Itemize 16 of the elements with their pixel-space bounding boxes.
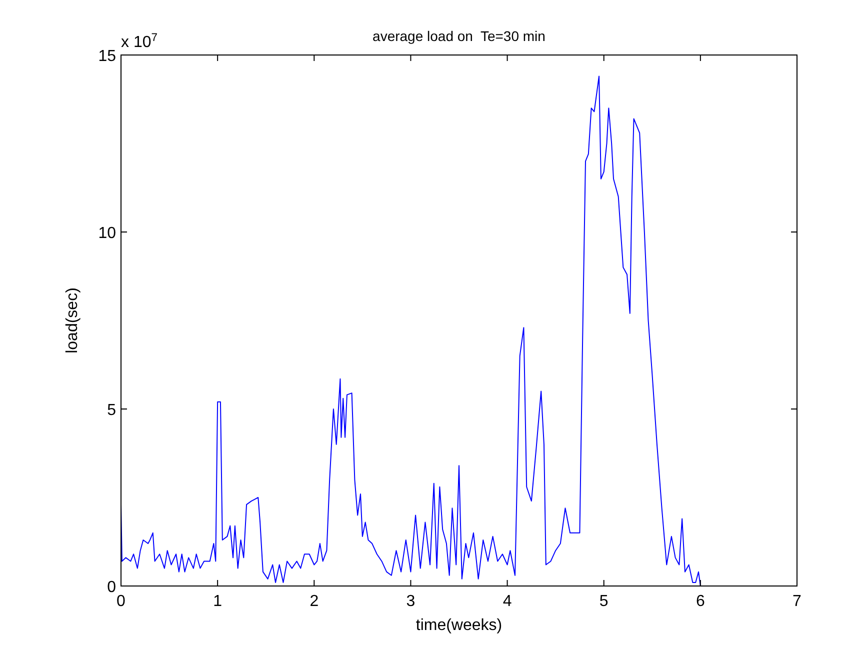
x-tick-label: 6 (696, 593, 705, 610)
x-axis-title: time(weeks) (416, 617, 502, 634)
line-series (120, 76, 701, 586)
y-tick-label: 10 (98, 225, 116, 242)
chart-title: average load on Te=30 min (372, 28, 546, 44)
y-tick-label: 15 (98, 48, 116, 65)
x-tick-label: 1 (213, 593, 222, 610)
y-tick-label: 0 (107, 579, 116, 596)
x-tick-label: 3 (406, 593, 416, 610)
text: x 10$^{7}$ (121, 32, 158, 51)
x-tick-label: 4 (502, 593, 512, 610)
y-axis-title: load(sec) (64, 288, 81, 354)
x-tick-label: 2 (310, 593, 319, 610)
y-tick-label: 5 (107, 402, 116, 419)
x-tick-label: 5 (599, 593, 608, 610)
x-tick-label: 7 (792, 593, 802, 610)
